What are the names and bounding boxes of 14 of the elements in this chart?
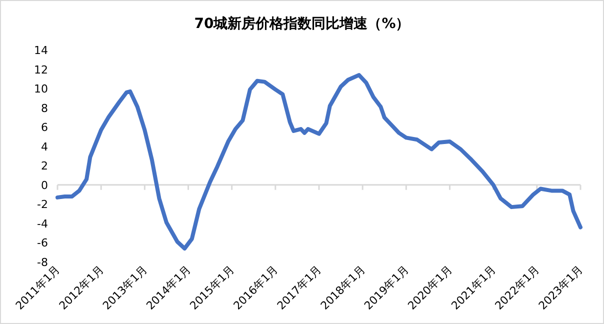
- line-series: [56, 73, 582, 251]
- y-tick-label: -6: [37, 236, 48, 250]
- y-tick-label: -8: [37, 256, 48, 269]
- y-tick-label: -2: [37, 198, 48, 212]
- chart-title: 70城新房价格指数同比增速（%）: [194, 15, 410, 32]
- y-tick-label: 8: [41, 102, 48, 115]
- y-tick-label: 4: [41, 140, 48, 154]
- y-tick-label: 0: [41, 178, 48, 192]
- y-tick-label: -4: [37, 217, 48, 230]
- y-tick-label: 12: [34, 63, 48, 76]
- y-tick-label: 6: [41, 121, 48, 134]
- y-tick-label: 10: [34, 82, 48, 96]
- y-tick-label: 14: [34, 44, 48, 57]
- y-tick-label: 2: [41, 160, 48, 173]
